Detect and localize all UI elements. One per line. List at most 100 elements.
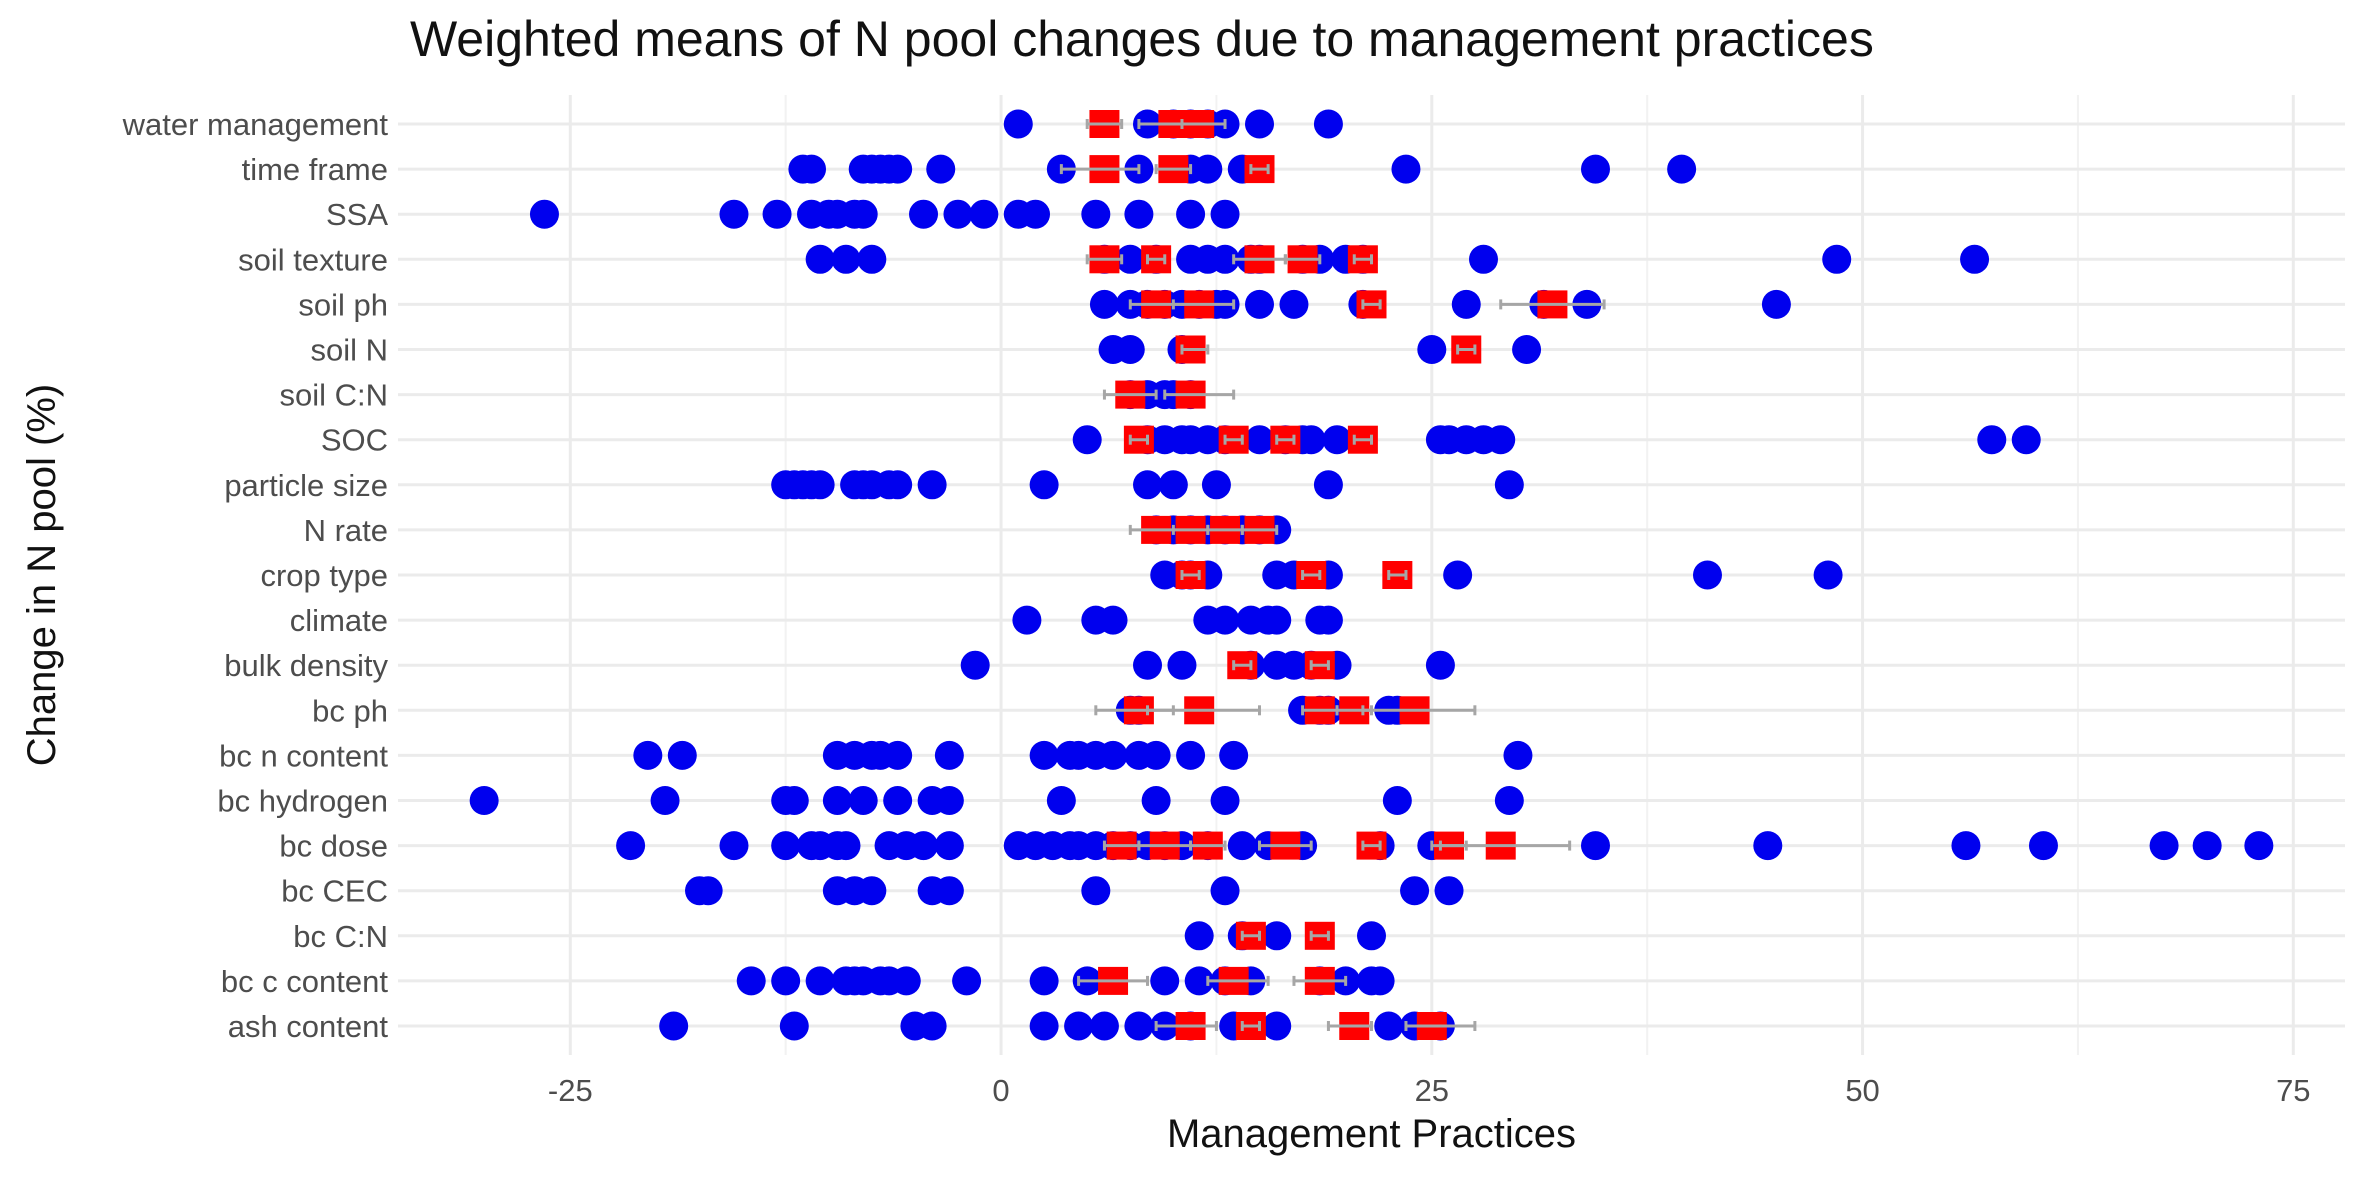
- data-point: [1029, 470, 1059, 500]
- data-point: [667, 740, 697, 770]
- data-point: [1425, 650, 1455, 680]
- y-tick-label: soil ph: [298, 287, 388, 322]
- y-tick-label: soil N: [310, 333, 388, 368]
- data-point: [1279, 289, 1309, 319]
- data-point: [1012, 605, 1042, 635]
- data-point: [1219, 740, 1249, 770]
- data-point: [1417, 335, 1447, 364]
- data-point: [2244, 831, 2274, 861]
- y-tick-label: bc ph: [312, 693, 388, 728]
- data-point: [529, 199, 559, 229]
- data-point: [797, 154, 827, 184]
- data-point: [883, 740, 913, 770]
- y-tick-label: climate: [290, 603, 388, 638]
- y-tick-label: ash content: [228, 1009, 389, 1044]
- data-point: [469, 786, 499, 815]
- data-point: [1365, 966, 1395, 996]
- data-point: [1468, 244, 1498, 274]
- data-point: [934, 786, 964, 815]
- y-tick-label: time frame: [242, 152, 388, 187]
- data-point: [779, 786, 809, 815]
- data-point: [822, 786, 852, 815]
- data-point: [1761, 289, 1791, 319]
- y-tick-label: bc c content: [221, 964, 389, 999]
- data-point: [1262, 605, 1292, 635]
- data-point: [883, 470, 913, 500]
- data-point: [1167, 650, 1197, 680]
- data-point: [1322, 425, 1352, 455]
- data-point: [1098, 605, 1128, 635]
- data-point: [805, 966, 835, 996]
- y-tick-label: bulk density: [224, 648, 388, 683]
- chart-title: Weighted means of N pool changes due to …: [410, 11, 1874, 67]
- data-point: [1021, 199, 1051, 229]
- data-point: [633, 740, 663, 770]
- y-tick-label: bc dose: [279, 829, 388, 864]
- data-point: [779, 1011, 809, 1041]
- y-tick-label: bc C:N: [293, 919, 388, 954]
- data-point: [891, 966, 921, 996]
- data-point: [857, 876, 887, 906]
- data-point: [848, 786, 878, 815]
- data-point: [1580, 831, 1610, 861]
- data-point: [969, 199, 999, 229]
- data-point: [1822, 244, 1852, 274]
- data-point: [1193, 154, 1223, 184]
- data-point: [1150, 966, 1180, 996]
- data-point: [1434, 876, 1464, 906]
- y-tick-label: bc hydrogen: [217, 784, 388, 819]
- data-point: [1245, 425, 1275, 455]
- data-point: [1503, 740, 1533, 770]
- data-point: [917, 1011, 947, 1041]
- data-point: [1512, 335, 1542, 364]
- y-tick-label: SOC: [321, 423, 388, 458]
- y-tick-label: SSA: [326, 197, 388, 232]
- data-point: [934, 876, 964, 906]
- data-point: [831, 244, 861, 274]
- data-point: [1081, 876, 1111, 906]
- data-point: [1667, 154, 1697, 184]
- data-point: [1357, 921, 1386, 951]
- data-point: [693, 876, 723, 906]
- data-point: [909, 199, 939, 229]
- data-point: [1494, 786, 1524, 815]
- data-point: [1141, 786, 1171, 815]
- data-point: [2028, 831, 2058, 861]
- data-point: [1158, 470, 1188, 500]
- x-tick-label: 50: [1845, 1073, 1879, 1108]
- data-point: [1029, 1011, 1059, 1041]
- x-axis-title: Management Practices: [1167, 1112, 1576, 1156]
- data-point: [1081, 199, 1111, 229]
- data-point: [616, 831, 646, 861]
- data-point: [1313, 605, 1343, 635]
- x-tick-label: 0: [992, 1073, 1009, 1108]
- data-point: [1124, 1011, 1154, 1041]
- data-point: [1977, 425, 2007, 455]
- data-point: [2011, 425, 2041, 455]
- data-point: [926, 154, 956, 184]
- data-point: [1210, 605, 1240, 635]
- data-point: [1443, 560, 1473, 590]
- data-point: [659, 1011, 689, 1041]
- data-point: [1227, 831, 1257, 861]
- data-point: [1494, 470, 1524, 500]
- y-tick-label: crop type: [260, 558, 388, 593]
- data-point: [736, 966, 766, 996]
- data-point: [1296, 425, 1326, 455]
- data-point: [1003, 109, 1033, 139]
- data-point: [1072, 425, 1102, 455]
- data-point: [1064, 1011, 1094, 1041]
- data-point: [1184, 966, 1214, 996]
- data-point: [1262, 921, 1292, 951]
- data-point: [771, 966, 801, 996]
- data-point: [848, 199, 878, 229]
- data-point: [1486, 425, 1516, 455]
- x-tick-label: -25: [548, 1073, 593, 1108]
- data-point: [1400, 876, 1430, 906]
- data-point: [1089, 1011, 1119, 1041]
- data-point: [1210, 786, 1240, 815]
- data-point: [1374, 1011, 1404, 1041]
- data-point: [917, 470, 947, 500]
- x-tick-label: 75: [2276, 1073, 2310, 1108]
